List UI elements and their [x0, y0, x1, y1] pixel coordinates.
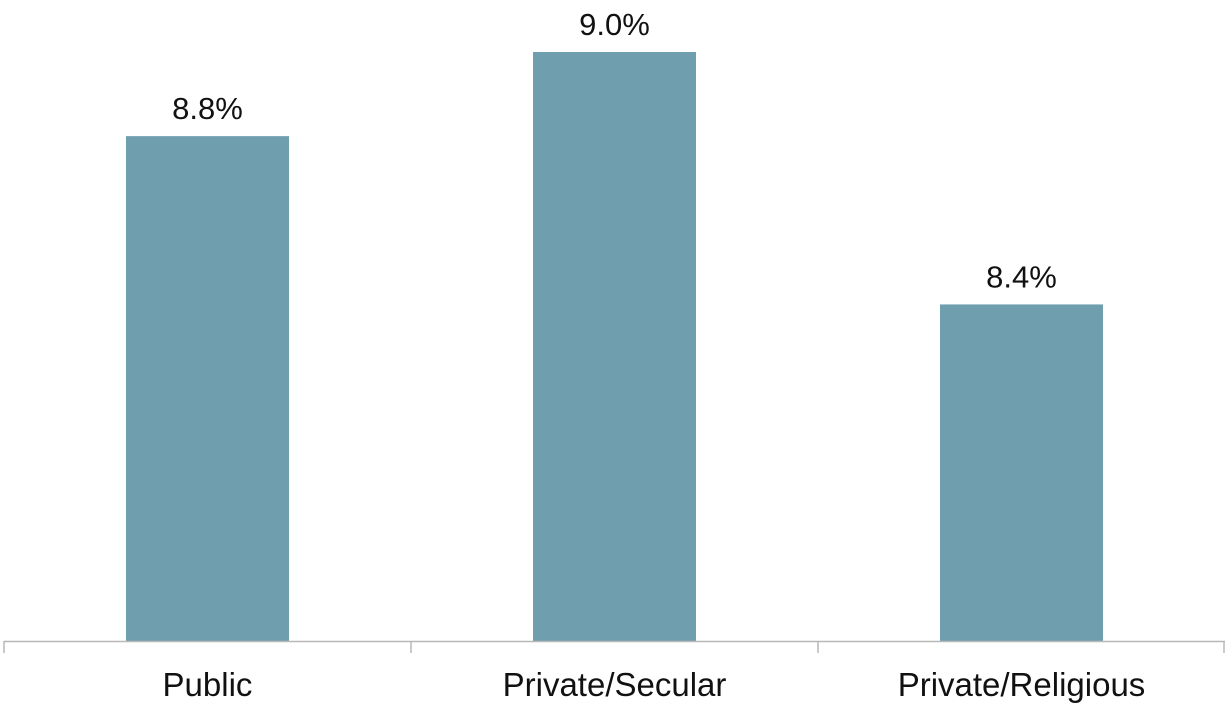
bar-3: [940, 304, 1103, 641]
category-label-3: Private/Religious: [898, 666, 1146, 703]
category-label-1: Public: [163, 666, 253, 703]
category-labels-group: Public Private/Secular Private/Religious: [163, 666, 1146, 703]
bars-group: [126, 52, 1103, 641]
data-label-3: 8.4%: [986, 259, 1057, 294]
x-axis: [3, 640, 1225, 653]
category-label-2: Private/Secular: [503, 666, 727, 703]
bar-2: [533, 52, 696, 641]
data-label-2: 9.0%: [579, 7, 650, 42]
data-label-1: 8.8%: [172, 91, 243, 126]
data-labels-group: 8.8% 9.0% 8.4%: [172, 7, 1057, 294]
bar-1: [126, 136, 289, 641]
